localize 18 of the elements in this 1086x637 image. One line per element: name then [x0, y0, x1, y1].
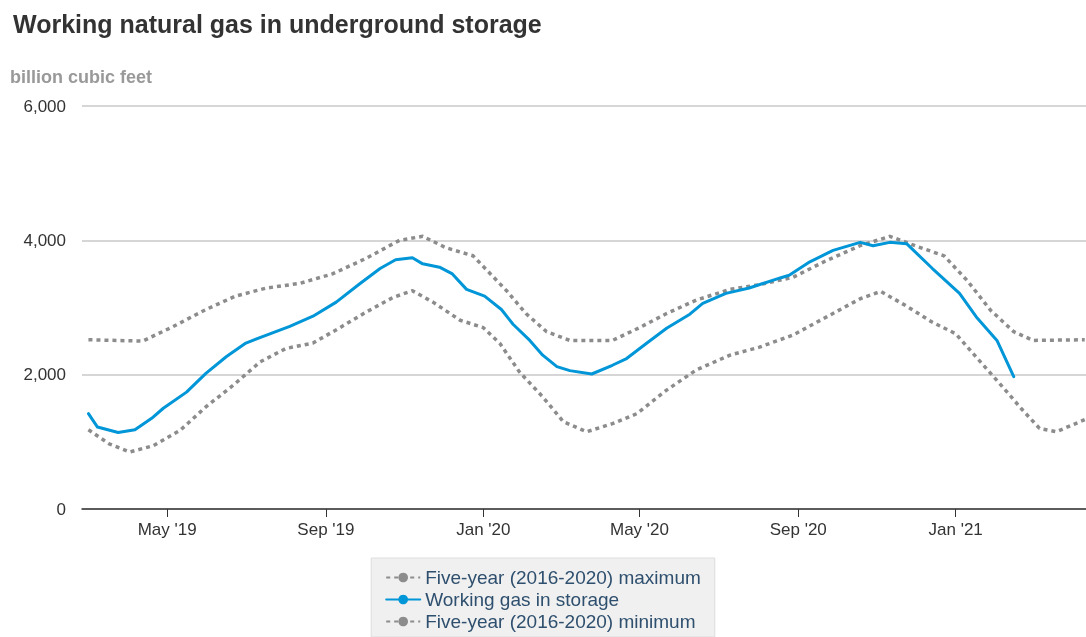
line-series — [86, 234, 1086, 343]
chart-title: Working natural gas in underground storage — [13, 9, 542, 38]
x-tick-label: May '19 — [137, 520, 197, 539]
legend-label: Five-year (2016-2020) maximum — [425, 567, 701, 588]
y-tick-label: 0 — [56, 499, 66, 519]
x-tick-label: Jan '21 — [928, 520, 983, 539]
line-series — [86, 288, 1086, 454]
legend-label: Five-year (2016-2020) minimum — [425, 611, 696, 632]
legend-label: Working gas in storage — [425, 589, 620, 610]
y-tick-label: 2,000 — [23, 365, 66, 385]
y-tick-label: 6,000 — [23, 96, 66, 116]
y-tick-label: 4,000 — [23, 230, 66, 250]
x-tick-label: Sep '19 — [297, 520, 355, 539]
y-axis-title: billion cubic feet — [10, 67, 153, 87]
line-series — [86, 240, 1016, 434]
x-tick-label: May '20 — [609, 520, 669, 539]
x-tick-label: Jan '20 — [456, 520, 511, 539]
x-tick-label: Sep '20 — [769, 520, 827, 539]
